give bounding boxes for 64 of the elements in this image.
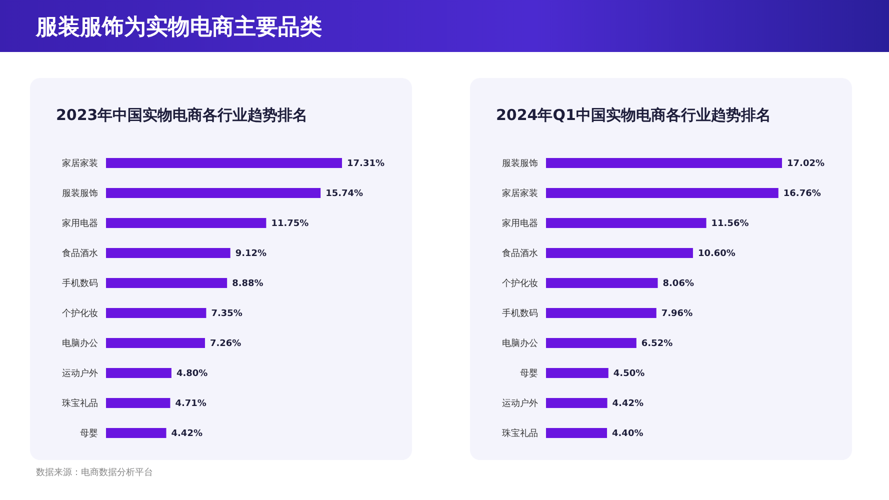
bar (546, 158, 782, 168)
y-tick-label: 个护化妆 (62, 308, 98, 320)
bar (106, 218, 266, 228)
data-label: 8.88% (232, 279, 264, 290)
y-tick-label: 服装服饰 (502, 158, 538, 170)
bar (106, 188, 321, 198)
y-tick-label: 珠宝礼品 (62, 398, 98, 410)
y-tick-label: 电脑办公 (62, 338, 98, 350)
data-label: 7.35% (211, 309, 242, 320)
data-label: 4.42% (171, 429, 202, 440)
y-tick-label: 手机数码 (502, 308, 538, 320)
y-tick-label: 个护化妆 (502, 278, 538, 290)
data-label: 8.06% (662, 279, 694, 290)
y-tick-label: 母婴 (520, 368, 538, 380)
bar (546, 218, 706, 228)
chart-subtitle: 2023年中国实物电商各行业趋势排名 (56, 106, 308, 125)
data-label: 10.60% (698, 249, 736, 260)
bar (106, 278, 228, 288)
bar (106, 308, 206, 318)
data-label: 9.12% (235, 249, 267, 260)
bar (106, 338, 205, 348)
y-tick-label: 运动户外 (502, 398, 538, 410)
bar (106, 398, 170, 408)
y-tick-label: 食品酒水 (62, 248, 98, 260)
data-label: 4.40% (612, 429, 644, 440)
data-label: 11.56% (711, 219, 749, 230)
data-label: 7.96% (661, 309, 693, 320)
y-tick-label: 食品酒水 (502, 248, 538, 260)
bar (546, 308, 656, 318)
data-label: 4.80% (176, 369, 208, 380)
bar (546, 338, 636, 348)
bar (106, 368, 172, 378)
source-note: 数据来源：电商数据分析平台 (36, 466, 153, 479)
data-label: 16.76% (783, 189, 821, 200)
data-label: 11.75% (271, 219, 309, 230)
y-tick-label: 服装服饰 (62, 188, 98, 200)
bar (546, 398, 608, 408)
y-tick-label: 运动户外 (62, 368, 98, 380)
bar (546, 248, 693, 258)
chart-title: 2024年Q1中国实物电商各行业趋势排名 (496, 106, 771, 125)
bar (546, 278, 658, 288)
data-label: 6.52% (641, 339, 673, 350)
y-tick-label: 家居家装 (502, 188, 538, 200)
data-label: 17.02% (787, 159, 824, 170)
y-tick-label: 珠宝礼品 (502, 428, 538, 440)
y-tick-label: 电脑办公 (502, 338, 538, 350)
y-tick-label: 家用电器 (502, 218, 538, 230)
bar (106, 248, 230, 258)
data-label: 4.71% (175, 399, 206, 410)
y-tick-label: 手机数码 (62, 278, 98, 290)
bar (546, 428, 608, 438)
y-tick-label: 家居家装 (62, 158, 98, 170)
y-tick-label: 家用电器 (62, 218, 98, 230)
bar (106, 158, 342, 168)
bar (106, 428, 166, 438)
bar (546, 188, 778, 198)
y-tick-label: 母婴 (80, 428, 98, 440)
data-label: 15.74% (326, 189, 364, 200)
chart-title: 服装服饰为实物电商主要品类 (36, 14, 322, 42)
bar (546, 368, 608, 378)
data-label: 17.31% (347, 159, 384, 170)
data-label: 7.26% (210, 339, 242, 350)
data-label: 4.50% (613, 369, 645, 380)
data-label: 4.42% (612, 399, 644, 410)
